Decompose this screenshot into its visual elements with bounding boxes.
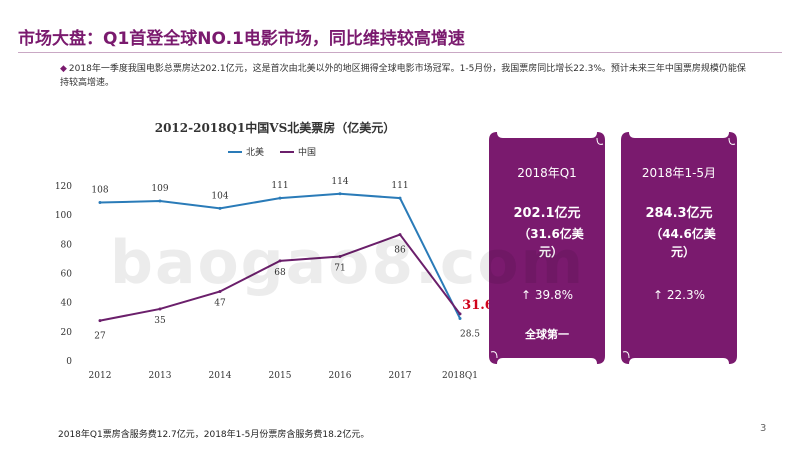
data-point bbox=[158, 199, 162, 203]
x-tick-label: 2014 bbox=[209, 371, 232, 381]
panel-growth: ↑ 22.3% bbox=[653, 288, 705, 302]
x-tick-label: 2013 bbox=[149, 371, 172, 381]
data-point bbox=[98, 201, 102, 204]
chart-legend: 北美 中国 bbox=[228, 146, 316, 158]
x-tick-label: 2015 bbox=[269, 371, 292, 381]
data-point bbox=[158, 307, 162, 311]
data-point bbox=[338, 254, 342, 258]
legend-label: 中国 bbox=[298, 146, 316, 158]
x-axis: 2012 2013 2014 2015 2016 2017 2018Q1 bbox=[89, 371, 478, 381]
y-tick-label: 60 bbox=[61, 270, 73, 280]
panel-growth: ↑ 39.8% bbox=[521, 288, 573, 302]
x-tick-label: 2017 bbox=[389, 371, 412, 381]
page-title: 市场大盘：Q1首登全球NO.1电影市场，同比维持较高增速 bbox=[18, 29, 465, 49]
y-tick-label: 100 bbox=[55, 211, 72, 221]
panel-sub-value: （31.6亿美元） bbox=[518, 227, 584, 259]
page-number: 3 bbox=[760, 423, 767, 434]
panel-value: 284.3亿元 bbox=[645, 206, 713, 221]
data-point bbox=[98, 319, 102, 323]
data-point bbox=[458, 312, 462, 316]
y-tick-label: 120 bbox=[55, 182, 72, 192]
summary-text: 2018年一季度我国电影总票房达202.1亿元，这是首次由北美以外的地区拥得全球… bbox=[60, 64, 746, 88]
panel-q1: 2018年Q1 202.1亿元 （31.6亿美元） ↑ 39.8% 全球第一 bbox=[487, 130, 607, 366]
chart-title: 2012-2018Q1中国VS北美票房（亿美元） bbox=[155, 120, 396, 135]
data-point bbox=[398, 233, 402, 237]
series-layer bbox=[98, 192, 462, 323]
data-label: 47 bbox=[214, 298, 226, 308]
panel-value: 202.1亿元 bbox=[513, 206, 581, 221]
data-point bbox=[458, 316, 462, 320]
data-label: 104 bbox=[211, 191, 228, 201]
panel-period: 2018年1-5月 bbox=[641, 166, 717, 180]
data-label: 68 bbox=[274, 268, 286, 278]
data-label: 31.6 bbox=[462, 298, 494, 313]
y-tick-label: 0 bbox=[66, 357, 72, 367]
data-label: 71 bbox=[334, 263, 345, 273]
x-tick-label: 2012 bbox=[89, 371, 112, 381]
scroll-shape bbox=[489, 132, 605, 364]
footnote: 2018年Q1票房含服务费12.7亿元，2018年1-5月份票房含服务费18.2… bbox=[58, 430, 370, 440]
data-label: 28.5 bbox=[460, 329, 480, 339]
data-point bbox=[278, 196, 282, 200]
title-divider bbox=[18, 52, 782, 53]
x-tick-label: 2016 bbox=[329, 371, 352, 381]
panel-rank: 全球第一 bbox=[525, 328, 569, 341]
panel-jan-may: 2018年1-5月 284.3亿元 （44.6亿美元） ↑ 22.3% bbox=[619, 130, 739, 366]
y-tick-label: 40 bbox=[61, 299, 73, 309]
data-point bbox=[338, 192, 342, 196]
y-tick-label: 20 bbox=[61, 328, 73, 338]
box-office-line-chart: 2012-2018Q1中国VS北美票房（亿美元） 北美 中国 0 20 40 60 80 1… bbox=[55, 120, 494, 381]
data-label: 109 bbox=[151, 184, 168, 194]
data-point bbox=[278, 259, 282, 263]
y-tick-label: 80 bbox=[61, 240, 73, 250]
diamond-bullet-icon: ◆ bbox=[60, 64, 67, 74]
panel-sub-value: （44.6亿美元） bbox=[650, 227, 716, 259]
scroll-shape bbox=[621, 132, 737, 364]
data-point bbox=[218, 206, 222, 210]
data-label: 27 bbox=[94, 332, 106, 342]
data-label: 114 bbox=[331, 177, 348, 187]
watermark: baogao8.com bbox=[110, 228, 586, 298]
summary-bullet: ◆ 2018年一季度我国电影总票房达202.1亿元，这是首次由北美以外的地区拥得全… bbox=[60, 62, 750, 90]
data-labels: 108 109 104 111 114 111 28.5 27 35 47 68 71 86 31.6 bbox=[91, 177, 493, 342]
data-label: 86 bbox=[394, 246, 406, 256]
panel-period: 2018年Q1 bbox=[517, 166, 577, 180]
data-label: 35 bbox=[154, 316, 166, 326]
data-label: 111 bbox=[391, 181, 408, 191]
data-point bbox=[218, 289, 222, 293]
legend-label: 北美 bbox=[246, 146, 264, 158]
x-tick-label: 2018Q1 bbox=[442, 371, 478, 381]
data-point bbox=[398, 196, 402, 200]
y-axis: 0 20 40 60 80 100 120 bbox=[55, 182, 72, 367]
data-label: 111 bbox=[271, 181, 288, 191]
data-label: 108 bbox=[91, 186, 108, 196]
